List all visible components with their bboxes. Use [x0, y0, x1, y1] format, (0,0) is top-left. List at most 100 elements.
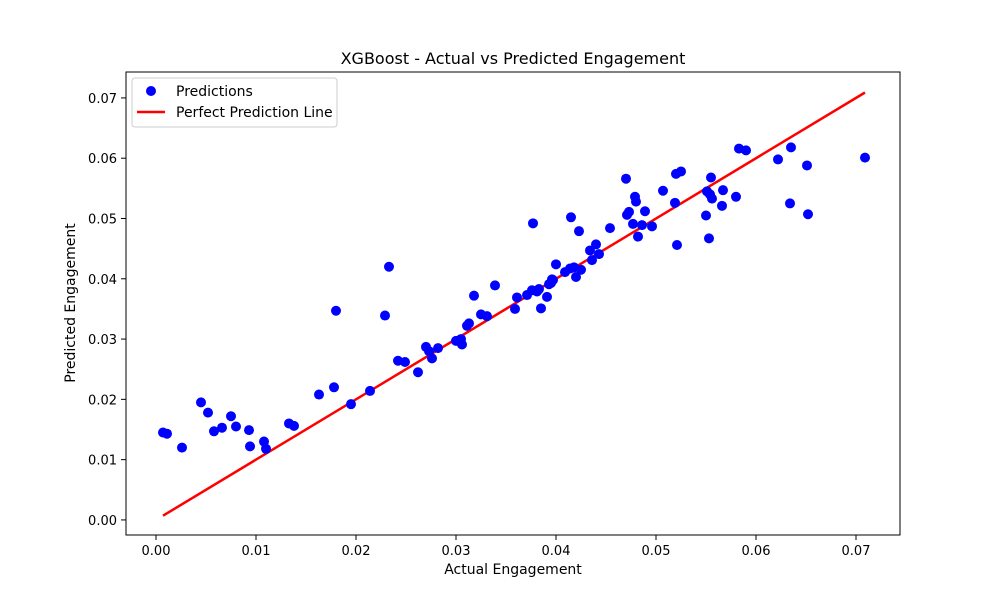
x-tick-label: 0.07 — [842, 544, 871, 559]
y-axis: 0.00 0.01 0.02 0.03 0.04 0.05 0.06 0.07 — [88, 92, 126, 529]
scatter-point — [217, 422, 227, 433]
y-tick-label: 0.04 — [88, 273, 117, 288]
scatter-point — [704, 233, 714, 244]
y-tick-label: 0.01 — [88, 454, 117, 469]
scatter-point — [640, 206, 650, 217]
scatter-point — [551, 259, 561, 270]
x-tick-label: 0.05 — [642, 544, 671, 559]
legend-label-predictions: Predictions — [176, 84, 253, 100]
scatter-point — [576, 264, 586, 275]
scatter-point — [587, 255, 597, 266]
scatter-point — [528, 218, 538, 229]
scatter-point — [457, 339, 467, 350]
x-axis-label: Actual Engagement — [444, 562, 582, 578]
scatter-point — [289, 420, 299, 431]
scatter-point — [380, 310, 390, 321]
scatter-point — [548, 274, 558, 285]
chart-title: XGBoost - Actual vs Predicted Engagement — [341, 49, 686, 68]
y-tick-label: 0.05 — [88, 212, 117, 227]
scatter-point — [605, 223, 615, 234]
scatter-point — [802, 160, 812, 171]
scatter-point — [413, 367, 423, 378]
scatter-point — [670, 197, 680, 208]
scatter-point — [261, 443, 271, 454]
scatter-point — [534, 284, 544, 295]
scatter-point — [628, 218, 638, 229]
x-tick-label: 0.00 — [142, 544, 171, 559]
scatter-point — [162, 428, 172, 439]
x-tick-label: 0.01 — [242, 544, 271, 559]
scatter-point — [510, 303, 520, 314]
scatter-point — [331, 305, 341, 316]
scatter-point — [314, 389, 324, 400]
scatter-point — [624, 206, 634, 217]
scatter-point — [365, 385, 375, 396]
legend-box — [131, 77, 338, 128]
scatter-point — [786, 142, 796, 153]
scatter-point — [427, 353, 437, 364]
scatter-point — [637, 220, 647, 231]
scatter-point — [244, 425, 254, 436]
scatter-point — [490, 280, 500, 291]
scatter-point — [433, 343, 443, 354]
scatter-point — [676, 166, 686, 177]
y-tick-label: 0.03 — [88, 333, 117, 348]
scatter-point — [633, 231, 643, 242]
scatter-point — [631, 196, 641, 207]
scatter-point — [542, 291, 552, 302]
scatter-point — [621, 173, 631, 184]
scatter-point — [860, 152, 870, 163]
scatter-point — [566, 212, 576, 223]
legend-marker-predictions — [146, 86, 156, 96]
plot-frame — [125, 71, 901, 536]
scatter-point — [594, 249, 604, 260]
legend: Predictions Perfect Prediction Line — [131, 77, 338, 128]
scatter-point — [741, 145, 751, 156]
scatter-point — [209, 426, 219, 437]
scatter-point — [658, 185, 668, 196]
scatter-point — [177, 442, 187, 453]
scatter-point — [591, 239, 601, 250]
scatter-point — [329, 382, 339, 393]
y-tick-label: 0.02 — [88, 393, 117, 408]
scatter-point — [464, 318, 474, 329]
y-axis-label: Predicted Engagement — [63, 223, 79, 383]
scatter-point — [672, 240, 682, 251]
y-tick-label: 0.06 — [88, 152, 117, 167]
scatter-point — [512, 292, 522, 303]
scatter-point — [384, 261, 394, 272]
x-tick-label: 0.04 — [542, 544, 571, 559]
scatter-point — [196, 397, 206, 408]
scatter-point — [536, 303, 546, 314]
x-tick-label: 0.06 — [742, 544, 771, 559]
scatter-point — [245, 441, 255, 452]
scatter-point — [773, 154, 783, 165]
scatter-point — [203, 407, 213, 418]
scatter-point — [718, 185, 728, 196]
scatter-point — [803, 209, 813, 220]
scatter-point — [226, 411, 236, 422]
x-tick-label: 0.02 — [342, 544, 371, 559]
scatter-point — [717, 200, 727, 211]
scatter-point — [647, 221, 657, 232]
scatter-point — [785, 198, 795, 209]
scatter-point — [400, 356, 410, 367]
plot-area — [125, 71, 901, 536]
scatter-point — [574, 226, 584, 237]
scatter-point — [482, 311, 492, 322]
y-tick-label: 0.00 — [88, 514, 117, 529]
scatter-point — [571, 271, 581, 282]
scatter-point — [346, 399, 356, 410]
scatter-point — [469, 290, 479, 301]
legend-label-perfect-line: Perfect Prediction Line — [176, 105, 333, 121]
x-axis: 0.00 0.01 0.02 0.03 0.04 0.05 0.06 0.07 — [142, 535, 871, 559]
scatter-point — [231, 421, 241, 432]
x-tick-label: 0.03 — [442, 544, 471, 559]
scatter-point — [731, 191, 741, 202]
y-tick-label: 0.07 — [88, 92, 117, 107]
scatter-point — [707, 193, 717, 204]
scatter-point — [706, 172, 716, 183]
scatter-point — [701, 210, 711, 221]
